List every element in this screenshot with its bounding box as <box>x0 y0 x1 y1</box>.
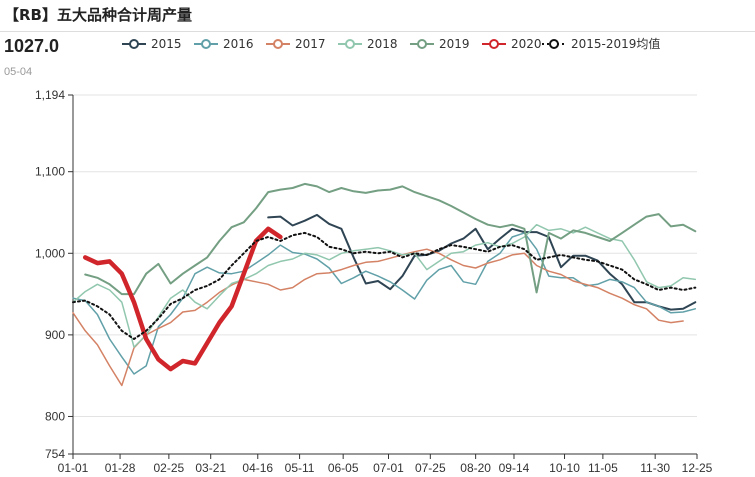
legend-marker-swatch <box>417 39 427 49</box>
series-line-2015 <box>267 213 697 311</box>
legend-item-2016[interactable]: 2016 <box>194 37 254 51</box>
legend-label: 2019 <box>439 37 470 51</box>
series-line-avg <box>72 231 697 340</box>
legend-item-avg[interactable]: 2015-2019均值 <box>542 36 660 51</box>
legend-marker-swatch <box>489 39 499 49</box>
legend-label: 2016 <box>223 37 254 51</box>
x-tick-label: 01-28 <box>105 461 136 475</box>
legend-item-2015[interactable]: 2015 <box>122 37 182 51</box>
legend-item-2017[interactable]: 2017 <box>266 37 326 51</box>
x-tick-label: 07-25 <box>415 461 446 475</box>
legend-item-2019[interactable]: 2019 <box>410 37 470 51</box>
y-tick-label: 1,000 <box>35 246 65 260</box>
legend-marker-swatch <box>129 39 139 49</box>
series-line-2018 <box>72 223 697 348</box>
legend-label: 2020 <box>511 37 542 51</box>
x-tick-label: 01-01 <box>58 461 89 475</box>
legend-label: 2015 <box>151 37 182 51</box>
x-tick-label: 02-25 <box>154 461 185 475</box>
legend-marker-swatch <box>273 39 283 49</box>
x-tick-label: 09-14 <box>499 461 530 475</box>
legend-item-2018[interactable]: 2018 <box>338 37 398 51</box>
legend-marker-swatch <box>201 39 211 49</box>
chart-title: 【RB】五大品种合计周产量 <box>4 6 192 24</box>
series-line-2016 <box>72 232 697 375</box>
y-tick-label: 800 <box>45 409 65 423</box>
x-tick-label: 03-21 <box>195 461 226 475</box>
legend-label: 2018 <box>367 37 398 51</box>
header-divider <box>0 31 755 32</box>
legend-marker-swatch <box>549 39 559 49</box>
x-tick-label: 08-20 <box>460 461 491 475</box>
latest-date: 05-04 <box>4 66 33 78</box>
series-line-2020 <box>82 226 283 372</box>
axes: 754 800 900 1,000 1,100 1,194 01-01 01-28 02-25 0… <box>35 88 713 475</box>
legend[interactable]: 2015 2016 2017 2018 2019 2020 2015-2019均值 <box>122 36 660 51</box>
x-tick-label: 10-10 <box>549 461 580 475</box>
series-line-2019 <box>84 182 697 296</box>
series-line-2017 <box>72 248 684 387</box>
legend-label: 2015-2019均值 <box>571 36 660 51</box>
y-tick-label: 1,194 <box>35 88 65 102</box>
x-tick-label: 07-01 <box>373 461 404 475</box>
legend-marker-swatch <box>345 39 355 49</box>
latest-value: 1027.0 <box>4 36 60 56</box>
y-tick-label: 900 <box>45 328 65 342</box>
x-tick-label: 11-30 <box>640 461 670 475</box>
x-tick-label: 04-16 <box>242 461 273 475</box>
y-tick-label: 1,100 <box>35 165 65 179</box>
x-tick-label: 12-25 <box>682 461 713 475</box>
x-tick-label: 06-05 <box>328 461 359 475</box>
y-tick-label: 754 <box>45 447 65 461</box>
legend-item-2020[interactable]: 2020 <box>482 37 542 51</box>
series-lines <box>72 182 697 387</box>
x-tick-label: 11-05 <box>588 461 618 475</box>
legend-label: 2017 <box>295 37 326 51</box>
x-tick-label: 05-11 <box>285 461 315 475</box>
grid-lines <box>73 94 697 455</box>
